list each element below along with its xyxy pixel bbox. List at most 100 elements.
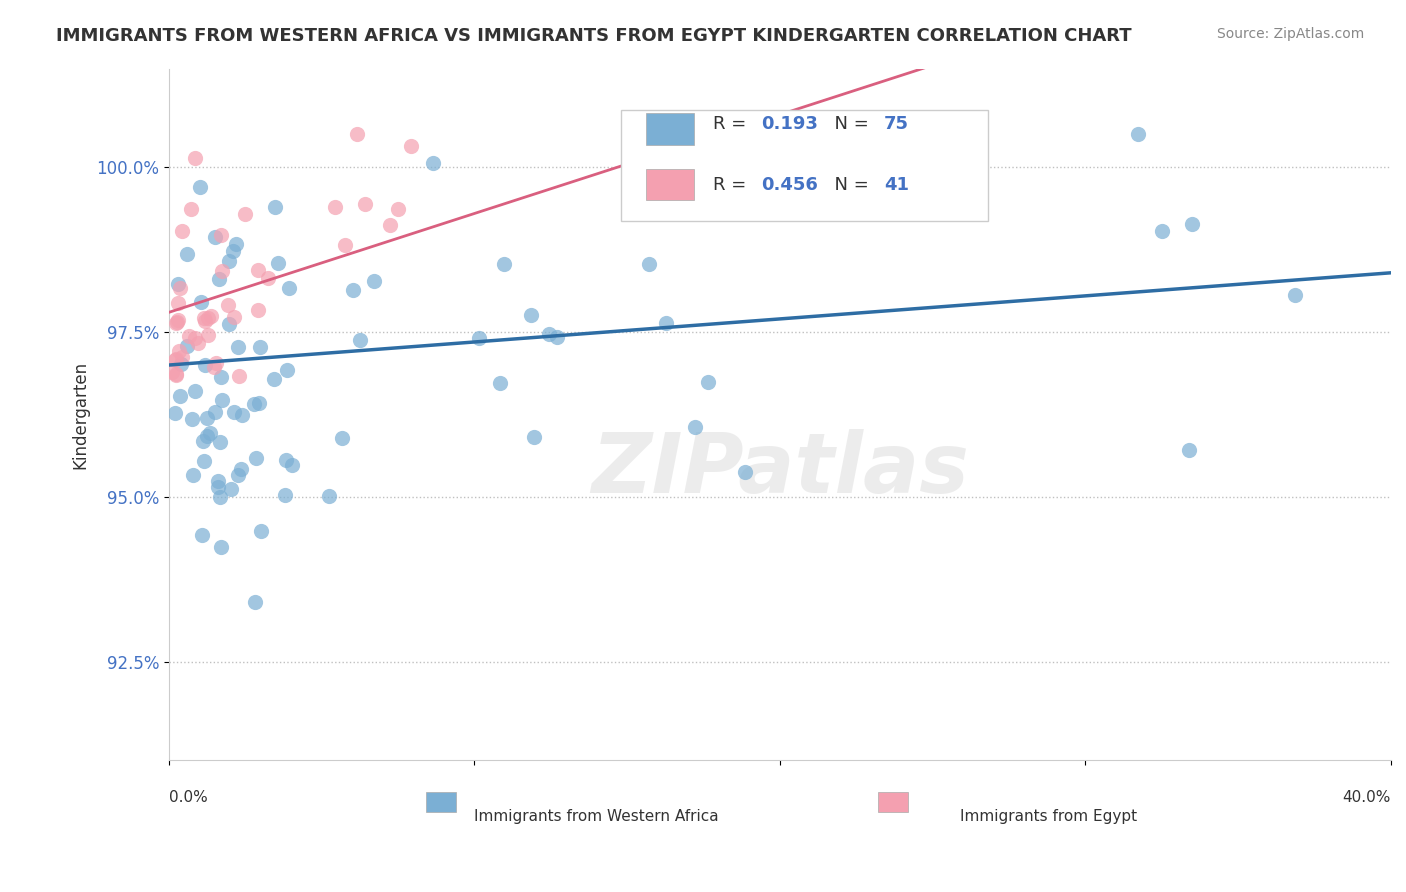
Point	[209, 369, 232, 384]
Point	[489, 376, 512, 390]
Text: R =: R =	[713, 176, 752, 194]
Point	[546, 330, 568, 344]
Point	[247, 303, 270, 318]
Point	[166, 277, 188, 292]
Point	[200, 310, 222, 324]
Point	[184, 384, 207, 398]
Point	[245, 595, 267, 609]
FancyBboxPatch shape	[645, 113, 695, 145]
Point	[188, 180, 211, 194]
Point	[242, 397, 264, 411]
Point	[354, 197, 377, 211]
Text: 0.456: 0.456	[762, 176, 818, 194]
Point	[1284, 287, 1306, 301]
Point	[170, 350, 193, 364]
Text: Immigrants from Western Africa: Immigrants from Western Africa	[474, 809, 718, 824]
Point	[207, 480, 229, 494]
Point	[181, 468, 204, 483]
Point	[222, 244, 245, 258]
Text: ZIPatlas: ZIPatlas	[591, 429, 969, 510]
Point	[169, 281, 191, 295]
Point	[217, 297, 239, 311]
Point	[696, 375, 718, 389]
Point	[180, 202, 202, 216]
Point	[249, 340, 271, 354]
Point	[194, 313, 217, 327]
Point	[276, 452, 298, 467]
Point	[207, 475, 229, 489]
Text: N =: N =	[823, 176, 875, 194]
Point	[165, 351, 187, 366]
Text: 40.0%: 40.0%	[1343, 790, 1391, 805]
Point	[224, 310, 246, 324]
Point	[228, 368, 250, 383]
Point	[184, 331, 207, 345]
Point	[363, 274, 385, 288]
Point	[399, 139, 422, 153]
Text: Source: ZipAtlas.com: Source: ZipAtlas.com	[1216, 27, 1364, 41]
Point	[492, 257, 515, 271]
Point	[523, 430, 546, 444]
Point	[209, 228, 232, 243]
Point	[263, 371, 285, 385]
Point	[169, 389, 191, 403]
Point	[187, 335, 209, 350]
Point	[208, 435, 231, 450]
Point	[233, 207, 256, 221]
Point	[267, 256, 290, 270]
Point	[194, 358, 217, 372]
Point	[184, 151, 207, 165]
Point	[1178, 443, 1201, 458]
Point	[191, 527, 214, 541]
Point	[276, 363, 298, 377]
Point	[1126, 128, 1149, 142]
Text: N =: N =	[823, 115, 875, 133]
Point	[218, 317, 240, 331]
Point	[638, 257, 661, 271]
Point	[655, 316, 678, 330]
Point	[167, 296, 190, 310]
Point	[167, 313, 190, 327]
Point	[165, 367, 187, 381]
Point	[422, 156, 444, 170]
Point	[204, 405, 226, 419]
Point	[202, 360, 225, 375]
Point	[170, 224, 193, 238]
Point	[387, 202, 409, 216]
Text: 75: 75	[884, 115, 908, 133]
Y-axis label: Kindergarten: Kindergarten	[72, 360, 89, 468]
Point	[318, 489, 340, 503]
Point	[190, 295, 212, 310]
Point	[231, 408, 253, 422]
FancyBboxPatch shape	[621, 110, 987, 220]
Point	[167, 343, 190, 358]
Point	[193, 310, 215, 325]
Point	[197, 429, 219, 443]
Text: Immigrants from Egypt: Immigrants from Egypt	[960, 809, 1137, 824]
Point	[685, 420, 707, 434]
Point	[165, 316, 187, 330]
Point	[277, 280, 299, 294]
Point	[333, 238, 356, 252]
Text: 41: 41	[884, 176, 908, 194]
Point	[176, 247, 198, 261]
Point	[218, 253, 240, 268]
Point	[197, 328, 219, 343]
Point	[229, 462, 252, 476]
Point	[209, 540, 232, 554]
Point	[160, 365, 183, 379]
Point	[342, 283, 364, 297]
Point	[193, 454, 215, 468]
Point	[179, 329, 201, 343]
Point	[1181, 218, 1204, 232]
Point	[165, 368, 187, 383]
Point	[1150, 224, 1173, 238]
Point	[195, 411, 218, 425]
Point	[208, 271, 231, 285]
Point	[537, 326, 560, 341]
Point	[228, 339, 250, 353]
Point	[170, 357, 193, 371]
Point	[332, 431, 354, 445]
Point	[250, 524, 273, 538]
Point	[225, 237, 247, 252]
